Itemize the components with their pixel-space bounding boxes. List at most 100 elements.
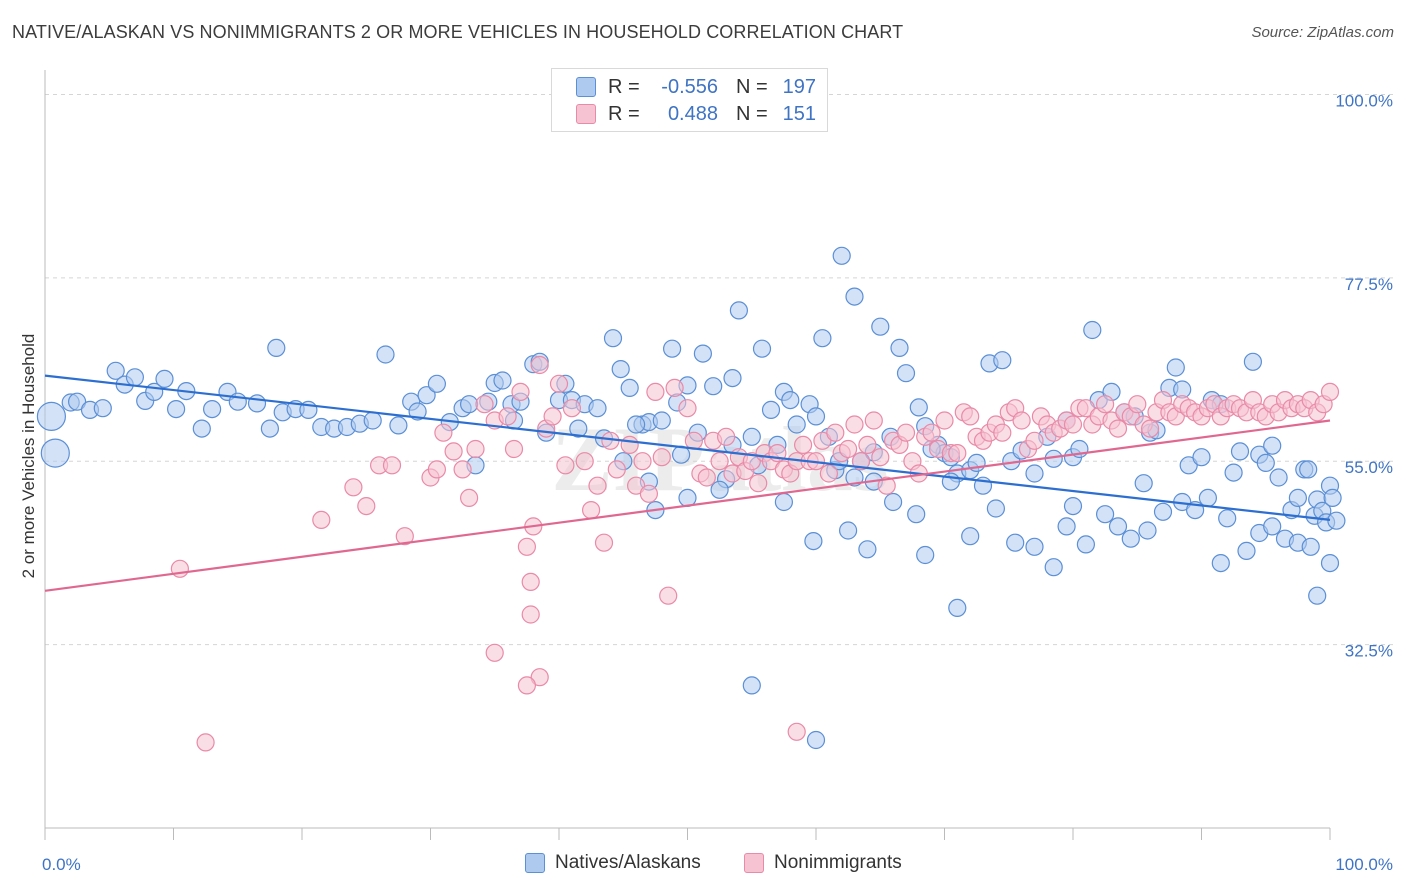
data-point — [838, 439, 858, 459]
bottom-legend-label: Natives/Alaskans — [555, 852, 701, 873]
data-point — [909, 398, 928, 417]
data-point — [723, 369, 742, 388]
bottom-legend-natives: Natives/Alaskans — [525, 852, 701, 874]
data-point — [1211, 553, 1230, 573]
data-point — [125, 368, 144, 387]
legend-swatch-blue — [576, 77, 596, 97]
data-point — [1320, 553, 1340, 573]
data-point — [716, 427, 736, 446]
data-point — [877, 476, 896, 495]
data-point — [155, 369, 174, 388]
data-point — [607, 460, 626, 479]
data-point — [1025, 537, 1044, 556]
data-point — [806, 730, 826, 750]
data-point — [659, 586, 678, 605]
data-point — [761, 400, 781, 419]
data-point — [804, 531, 823, 551]
data-point — [896, 423, 916, 442]
bottom-legend-nonimmigrants: Nonimmigrants — [744, 852, 902, 874]
data-point — [993, 423, 1012, 442]
grid — [45, 93, 1395, 646]
legend-n-label: N = — [736, 75, 768, 98]
data-point — [665, 378, 684, 397]
data-point — [611, 360, 630, 379]
data-point — [376, 345, 395, 364]
series-nonimmigrants — [170, 355, 1340, 752]
data-point — [521, 572, 540, 592]
data-point — [427, 460, 446, 479]
data-point — [395, 527, 414, 546]
data-point — [521, 605, 540, 624]
data-point — [813, 329, 832, 348]
data-point — [167, 400, 186, 419]
data-point — [620, 378, 639, 397]
bottom-legend-label: Nonimmigrants — [774, 852, 902, 873]
data-point — [620, 435, 639, 454]
data-point — [710, 452, 729, 471]
data-point — [626, 415, 646, 434]
data-point — [1153, 502, 1173, 521]
legend-row-natives: R = -0.556 N = 197 — [576, 74, 816, 100]
chart-title: NATIVE/ALASKAN VS NONIMMIGRANTS 2 OR MOR… — [12, 22, 904, 42]
data-point — [1121, 529, 1140, 548]
data-point — [562, 399, 582, 418]
data-point — [742, 427, 761, 446]
x-tick-label: 0.0% — [42, 855, 81, 874]
series-natives-alaskans — [36, 246, 1346, 750]
data-point — [196, 733, 215, 752]
data-point — [1237, 541, 1256, 561]
data-point — [1256, 453, 1275, 472]
data-point — [793, 435, 813, 454]
data-point — [832, 246, 851, 265]
data-point — [517, 676, 537, 695]
legend-r-value: 0.488 — [667, 102, 718, 125]
data-point — [961, 407, 980, 426]
data-point — [787, 722, 806, 741]
data-point — [203, 400, 222, 419]
data-point — [543, 407, 562, 426]
data-point — [633, 452, 652, 471]
data-point — [678, 399, 697, 418]
data-point — [826, 423, 845, 442]
data-point — [948, 444, 967, 463]
data-point — [603, 329, 623, 348]
data-point — [1327, 511, 1346, 530]
data-point — [106, 361, 125, 380]
data-point — [485, 643, 504, 662]
data-point — [993, 351, 1012, 370]
data-point — [556, 456, 575, 475]
bottom-legend-swatch-blue — [525, 853, 545, 873]
legend-n-value: 151 — [782, 102, 816, 125]
data-point — [344, 478, 363, 497]
data-point — [774, 492, 794, 512]
data-point — [704, 377, 723, 396]
data-point — [871, 317, 890, 336]
y-tick-label: 55.0% — [1345, 458, 1393, 477]
data-point — [1128, 395, 1147, 414]
trend-lines — [44, 374, 1331, 592]
data-point — [1063, 415, 1083, 434]
data-point — [729, 301, 749, 320]
data-point — [504, 439, 524, 459]
data-point — [1057, 517, 1076, 536]
data-point — [1323, 488, 1342, 507]
data-point — [594, 533, 614, 552]
legend-n-label: N = — [736, 102, 768, 125]
legend-row-nonimmigrants: R = 0.488 N = 151 — [576, 101, 816, 127]
data-point — [444, 442, 463, 461]
data-point — [1083, 320, 1102, 340]
data-point — [247, 394, 267, 413]
data-point — [408, 402, 427, 421]
data-point — [916, 545, 935, 565]
data-point — [382, 456, 402, 475]
data-point — [742, 676, 761, 695]
y-axis-label: 2 or more Vehicles in Household — [19, 334, 38, 579]
data-point — [93, 399, 112, 418]
data-point — [890, 338, 909, 357]
data-point — [1166, 358, 1185, 377]
data-point — [363, 411, 382, 430]
data-point — [806, 407, 826, 426]
data-point — [1076, 399, 1096, 418]
data-point — [36, 401, 67, 431]
